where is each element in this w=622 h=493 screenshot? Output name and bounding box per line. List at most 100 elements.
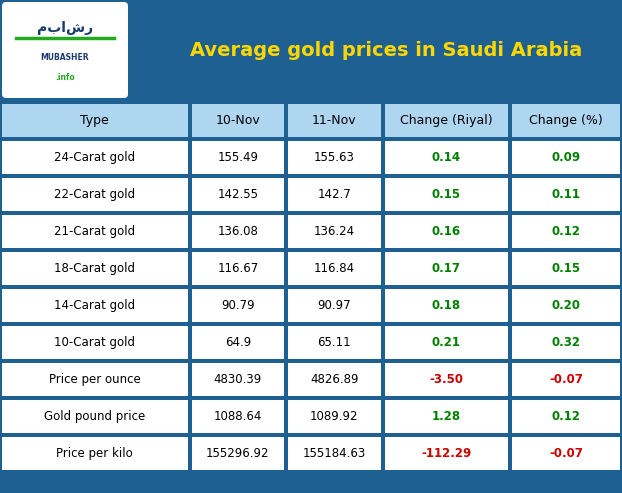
Text: 10-Carat gold: 10-Carat gold xyxy=(54,336,136,349)
Text: Change (%): Change (%) xyxy=(529,114,603,127)
Text: 0.12: 0.12 xyxy=(552,410,580,423)
Text: 0.09: 0.09 xyxy=(552,151,580,164)
Bar xyxy=(192,141,284,174)
Bar xyxy=(384,437,508,470)
Text: 0.12: 0.12 xyxy=(552,225,580,238)
Bar xyxy=(512,178,620,211)
Text: مباشر: مباشر xyxy=(37,21,93,35)
Bar xyxy=(2,363,188,396)
Bar xyxy=(2,326,188,359)
Bar xyxy=(288,178,381,211)
Text: 155184.63: 155184.63 xyxy=(303,447,366,460)
Text: 11-Nov: 11-Nov xyxy=(312,114,356,127)
Text: 0.17: 0.17 xyxy=(432,262,461,275)
Text: 1089.92: 1089.92 xyxy=(310,410,358,423)
Bar xyxy=(384,215,508,248)
Bar xyxy=(384,104,508,137)
Bar xyxy=(192,215,284,248)
Bar xyxy=(2,141,188,174)
Bar xyxy=(2,289,188,322)
Bar xyxy=(2,215,188,248)
Bar xyxy=(288,104,381,137)
Text: 116.67: 116.67 xyxy=(217,262,259,275)
Bar xyxy=(192,252,284,285)
Text: 155296.92: 155296.92 xyxy=(206,447,270,460)
Bar xyxy=(512,289,620,322)
Text: Average gold prices in Saudi Arabia: Average gold prices in Saudi Arabia xyxy=(190,40,582,60)
Text: -3.50: -3.50 xyxy=(429,373,463,386)
Text: 10-Nov: 10-Nov xyxy=(216,114,260,127)
Bar xyxy=(288,363,381,396)
Text: 90.79: 90.79 xyxy=(221,299,255,312)
Text: Price per kilo: Price per kilo xyxy=(57,447,133,460)
Text: .info: .info xyxy=(55,73,75,82)
Bar xyxy=(192,289,284,322)
Text: 24-Carat gold: 24-Carat gold xyxy=(54,151,136,164)
Text: 155.63: 155.63 xyxy=(314,151,355,164)
Bar xyxy=(512,437,620,470)
Text: 0.14: 0.14 xyxy=(432,151,461,164)
Text: 142.55: 142.55 xyxy=(218,188,258,201)
Text: -0.07: -0.07 xyxy=(549,373,583,386)
Bar xyxy=(2,437,188,470)
Text: 1088.64: 1088.64 xyxy=(214,410,262,423)
Bar xyxy=(384,363,508,396)
Text: Gold pound price: Gold pound price xyxy=(44,410,146,423)
Text: 142.7: 142.7 xyxy=(317,188,351,201)
FancyBboxPatch shape xyxy=(2,2,128,98)
Text: Price per ounce: Price per ounce xyxy=(49,373,141,386)
Bar xyxy=(288,215,381,248)
Text: 22-Carat gold: 22-Carat gold xyxy=(54,188,136,201)
Bar xyxy=(288,252,381,285)
Text: 116.84: 116.84 xyxy=(313,262,355,275)
Text: Change (Riyal): Change (Riyal) xyxy=(400,114,493,127)
Text: 0.11: 0.11 xyxy=(552,188,580,201)
Bar xyxy=(384,400,508,433)
Text: 1.28: 1.28 xyxy=(432,410,461,423)
Bar xyxy=(384,289,508,322)
Bar xyxy=(288,400,381,433)
Bar xyxy=(512,252,620,285)
Text: 4830.39: 4830.39 xyxy=(214,373,262,386)
Bar xyxy=(512,326,620,359)
Text: -112.29: -112.29 xyxy=(421,447,471,460)
Bar xyxy=(384,141,508,174)
Bar xyxy=(2,178,188,211)
Bar xyxy=(288,437,381,470)
Text: 0.15: 0.15 xyxy=(432,188,461,201)
Text: 64.9: 64.9 xyxy=(225,336,251,349)
Text: -0.07: -0.07 xyxy=(549,447,583,460)
Text: 14-Carat gold: 14-Carat gold xyxy=(54,299,136,312)
Text: 155.49: 155.49 xyxy=(218,151,258,164)
Bar xyxy=(512,363,620,396)
Bar xyxy=(288,141,381,174)
Text: 136.08: 136.08 xyxy=(218,225,258,238)
Bar xyxy=(192,178,284,211)
Text: 0.21: 0.21 xyxy=(432,336,461,349)
Bar xyxy=(2,252,188,285)
Bar xyxy=(192,437,284,470)
Bar xyxy=(384,178,508,211)
Text: MUBASHER: MUBASHER xyxy=(40,54,90,63)
Text: 0.15: 0.15 xyxy=(552,262,580,275)
Bar xyxy=(2,104,188,137)
Bar xyxy=(512,215,620,248)
Bar xyxy=(384,326,508,359)
Bar xyxy=(512,104,620,137)
Text: 0.32: 0.32 xyxy=(552,336,580,349)
Text: 136.24: 136.24 xyxy=(313,225,355,238)
Bar xyxy=(2,400,188,433)
Bar xyxy=(512,141,620,174)
Bar xyxy=(192,104,284,137)
Text: 65.11: 65.11 xyxy=(317,336,351,349)
Text: 0.20: 0.20 xyxy=(552,299,580,312)
Text: 21-Carat gold: 21-Carat gold xyxy=(54,225,136,238)
Bar xyxy=(512,400,620,433)
Text: 4826.89: 4826.89 xyxy=(310,373,358,386)
Text: 90.97: 90.97 xyxy=(317,299,351,312)
Text: Type: Type xyxy=(80,114,109,127)
Bar xyxy=(384,252,508,285)
Bar xyxy=(192,326,284,359)
Text: 0.18: 0.18 xyxy=(432,299,461,312)
Bar xyxy=(192,363,284,396)
